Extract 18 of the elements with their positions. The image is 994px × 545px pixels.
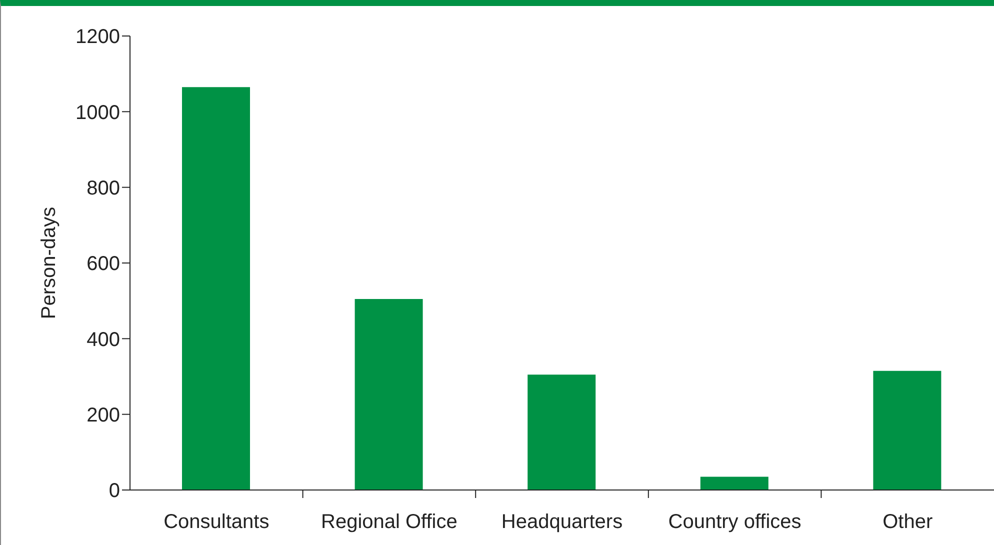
bar — [528, 374, 596, 490]
y-tick-label: 1000 — [76, 102, 120, 124]
y-tick-label: 600 — [86, 253, 120, 276]
bar — [873, 370, 942, 490]
y-tick-label: 0 — [108, 480, 120, 502]
x-tick-label: Other — [882, 511, 933, 533]
y-tick-label: 400 — [86, 328, 120, 351]
x-tick-label: Consultants — [164, 511, 270, 533]
x-tick-label: Regional Office — [321, 511, 458, 533]
y-tick-label: 800 — [86, 177, 120, 200]
y-axis-title: Person-days — [38, 206, 60, 320]
bar — [700, 476, 768, 490]
y-tick-label: 1200 — [76, 26, 120, 48]
x-tick-label: Country offices — [668, 511, 802, 533]
bar — [354, 298, 423, 490]
y-tick-label: 200 — [86, 404, 120, 426]
bar — [182, 87, 250, 490]
x-tick-label: Headquarters — [501, 511, 623, 533]
